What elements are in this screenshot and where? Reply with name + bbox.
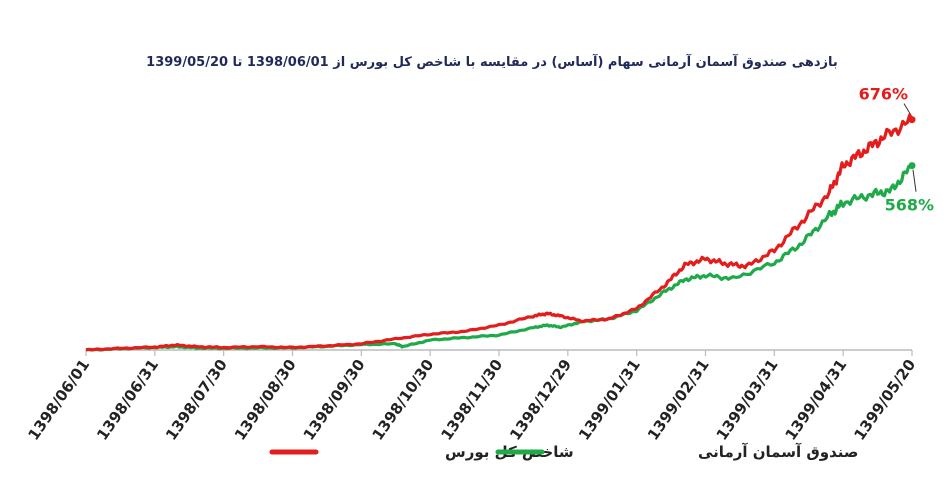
end-label-leader-1 — [912, 169, 917, 192]
series-end-point-0 — [908, 116, 916, 124]
legend-label-1: صندوق آسمان آرمانی — [698, 443, 858, 461]
x-tick-label: 1398/09/30 — [300, 356, 369, 444]
series-end-point-1 — [908, 162, 916, 170]
x-tick-label: 1398/06/31 — [93, 356, 162, 444]
end-labels: 568% 676% — [859, 85, 934, 215]
x-tick-label: 1398/07/30 — [162, 356, 231, 444]
x-tick-label: 1399/02/31 — [644, 356, 713, 444]
series-line-0 — [85, 113, 914, 352]
end-label-leader-0 — [903, 103, 911, 114]
series-line-1 — [85, 164, 912, 352]
series-layer — [85, 113, 916, 352]
x-tick-label: 1398/11/30 — [437, 356, 506, 444]
x-tick-label: 1399/03/31 — [713, 356, 782, 444]
x-axis-ticks: 1398/06/01 1398/06/31 1398/07/30 1398/08/30… — [24, 350, 919, 444]
x-tick-label: 1398/10/30 — [369, 356, 438, 444]
chart-title: بازدهی صندوق آسمان آرمانی سهام (آساس) در… — [146, 53, 838, 70]
x-tick-label: 1398/06/01 — [24, 356, 93, 444]
x-tick-label: 1398/08/30 — [231, 356, 300, 444]
end-label-0: 676% — [859, 85, 908, 104]
x-tick-label: 1399/01/31 — [575, 356, 644, 444]
x-tick-label: 1399/04/31 — [782, 356, 851, 444]
x-tick-label: 1399/05/20 — [850, 356, 919, 444]
x-tick-label: 1398/12/29 — [506, 356, 575, 444]
end-label-1: 568% — [885, 196, 934, 215]
